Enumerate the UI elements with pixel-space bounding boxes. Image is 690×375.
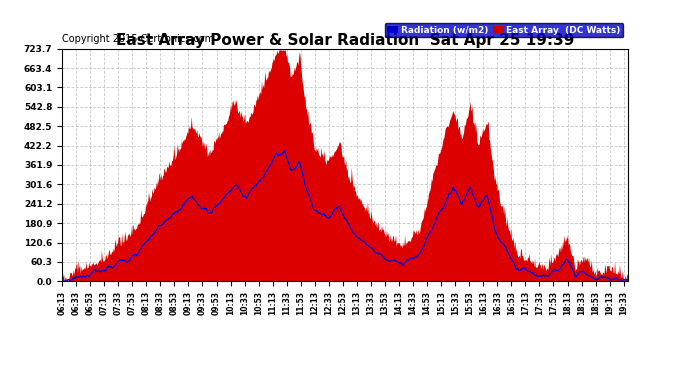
Title: East Array Power & Solar Radiation  Sat Apr 25 19:39: East Array Power & Solar Radiation Sat A… (116, 33, 574, 48)
Legend: Radiation (w/m2), East Array  (DC Watts): Radiation (w/m2), East Array (DC Watts) (384, 23, 623, 38)
Text: Copyright 2015 Certronics.com: Copyright 2015 Certronics.com (62, 34, 214, 44)
